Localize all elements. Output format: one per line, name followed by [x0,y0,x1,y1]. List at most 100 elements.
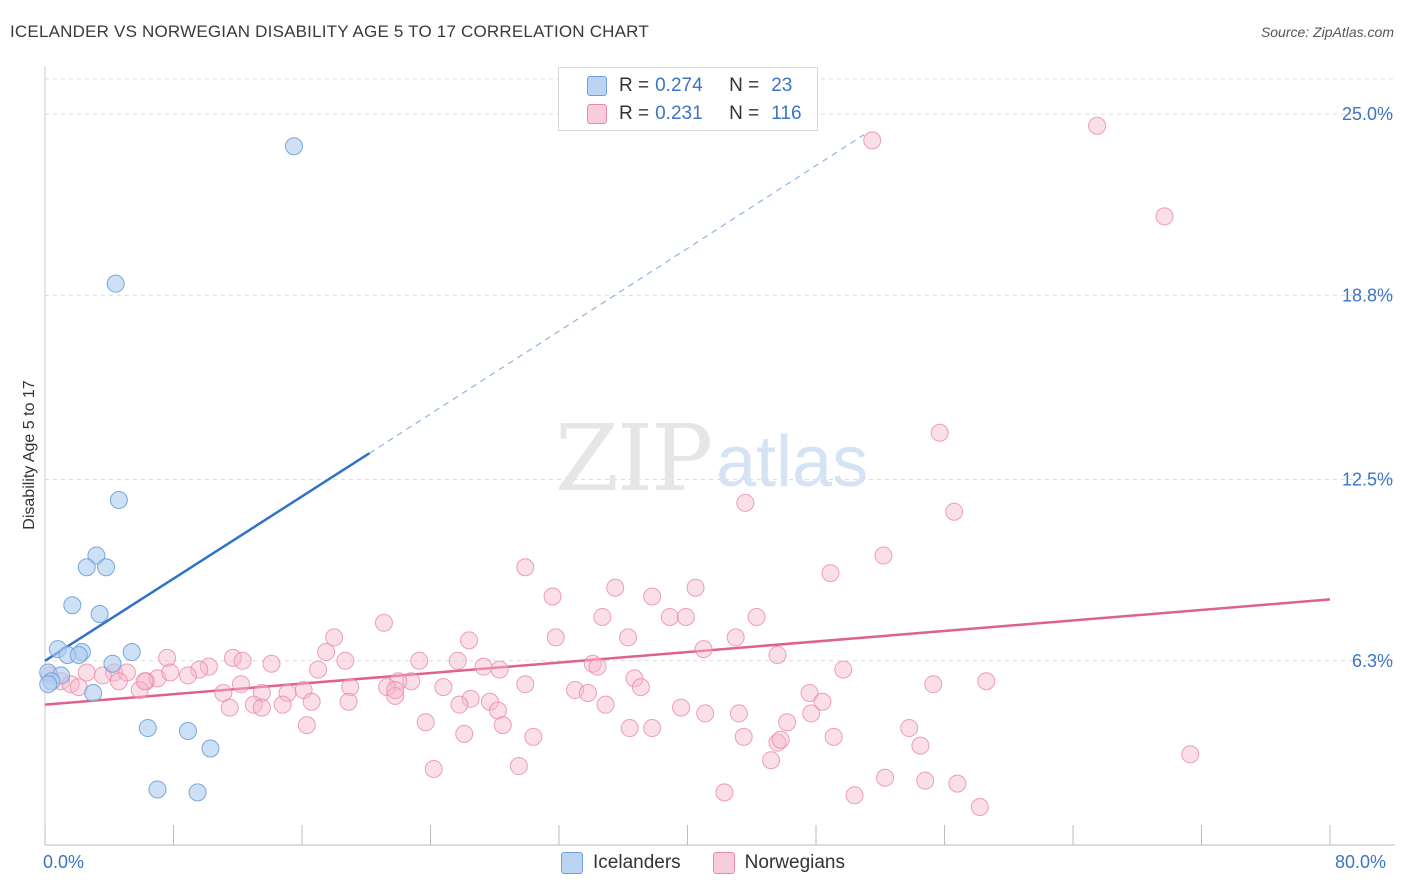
icelanders-point [109,491,128,510]
norwegians-point [643,587,662,606]
norwegians-point [715,783,734,802]
norwegians-point [736,493,755,512]
norwegians-point [424,759,443,778]
icelanders-point [122,643,141,662]
norwegians-point [297,716,316,735]
norwegians-swatch [712,852,735,874]
r-label: R = [619,103,650,124]
norwegians-point [802,704,821,723]
norwegians-point [672,698,691,717]
icelanders-point [39,675,58,694]
norwegians-point [516,675,535,694]
icelanders-point [69,645,88,664]
norwegians-point [924,675,943,694]
norwegians-point [455,724,474,743]
icelanders-point [284,137,303,156]
icelanders-point [103,654,122,673]
norwegians-point [900,719,919,738]
y-tick-label: 18.8% [1342,285,1393,305]
norwegians-point [158,648,177,667]
norwegians-point [386,681,405,700]
icelanders-points [39,137,303,802]
icelanders-point [77,558,96,577]
legend-top: R = 0.274 N = 23 R = 0.231 N = 116 [558,67,818,131]
legend-item-norwegians: Norwegians [712,852,845,874]
norwegians-point [834,660,853,679]
n-label: N = [729,103,760,124]
norwegians-point [1155,207,1174,226]
norwegians-point [876,768,895,787]
norwegians-point [416,713,435,732]
norwegians-point [460,631,479,650]
icelanders-point [90,605,109,624]
norwegians-swatch [587,104,607,124]
norwegians-point [493,716,512,735]
norwegians-point [461,689,480,708]
norwegians-point [524,727,543,746]
norwegians-point [490,660,509,679]
norwegians-point [606,578,625,597]
norwegians-point [273,695,292,714]
legend-row-norwegians: R = 0.231 N = 116 [587,101,802,127]
norwegians-point [778,713,797,732]
chart-title: ICELANDER VS NORWEGIAN DISABILITY AGE 5 … [10,22,649,41]
norwegians-point [916,771,935,790]
icelanders-swatch [561,852,583,874]
norwegians-point [676,607,695,626]
norwegians-point [970,797,989,816]
legend-label: Icelanders [593,852,681,873]
icelanders-point [63,596,82,615]
x-tick-label-min: 0.0% [43,852,85,872]
norwegians-point [911,736,930,755]
watermark-atlas: atlas [716,422,868,502]
norwegians-point [800,683,819,702]
norwegians-point [233,651,252,670]
norwegians-point [620,719,639,738]
norwegians-point [135,672,154,691]
norwegians-point [109,672,128,691]
norwegians-point [190,660,209,679]
norwegians-point [625,669,644,688]
norwegians-point [863,131,882,150]
norwegians-point [546,628,565,647]
norwegians-point [336,651,355,670]
norwegians-point [619,628,638,647]
norwegians-point [341,678,360,697]
norwegians-point [874,546,893,565]
legend-bottom: Icelanders Norwegians [0,852,1406,874]
norwegians-point [824,727,843,746]
norwegians-point [231,675,250,694]
n-label: N = [729,75,760,96]
norwegians-point [410,651,429,670]
icelanders-point [178,721,197,740]
norwegians-point [93,666,112,685]
norwegians-point [631,678,650,697]
icelanders-point [97,558,116,577]
norwegians-point [278,683,297,702]
r-value: 0.231 [655,103,703,124]
norwegians-point [945,502,964,521]
norwegians-point [845,786,864,805]
grid-lines [45,78,1395,662]
norwegians-point [660,607,679,626]
n-value: 23 [771,75,793,96]
r-label: R = [619,75,650,96]
norwegians-point [161,663,180,682]
norwegians-point [386,686,405,705]
norwegians-point [768,733,787,752]
norwegians-points [40,116,1200,816]
norwegians-point [734,727,753,746]
norwegians-point [543,587,562,606]
y-tick-label: 12.5% [1342,470,1393,490]
norwegians-point [583,654,602,673]
norwegians-point [593,607,612,626]
norwegians-point [821,564,840,583]
icelanders-point [138,719,157,738]
norwegians-point [930,423,949,442]
norwegians-point [747,607,766,626]
icelanders-point [106,274,125,293]
norwegians-point [596,695,615,714]
norwegians-point [729,704,748,723]
norwegians-point [726,628,745,647]
